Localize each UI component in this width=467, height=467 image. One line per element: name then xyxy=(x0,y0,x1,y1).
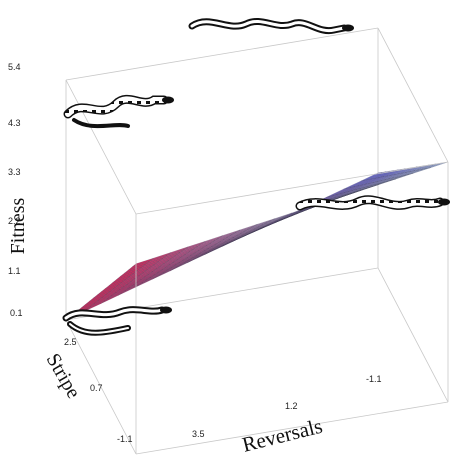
surface-patch xyxy=(85,293,107,305)
surface-patch xyxy=(339,187,362,197)
surface-patch xyxy=(343,180,365,190)
surface-patch xyxy=(112,272,135,283)
surface-patch xyxy=(376,169,398,179)
surface-patch xyxy=(204,244,227,255)
surface-patch xyxy=(198,246,221,257)
surface-patch xyxy=(135,268,158,279)
surface-patch xyxy=(139,274,161,285)
surface-patch xyxy=(360,172,383,182)
surface-patch xyxy=(393,170,416,178)
y-axis-ticks: 2.5 0.7 -1.1 xyxy=(64,337,133,444)
surface-patch xyxy=(108,287,130,299)
surface-patch xyxy=(177,249,200,260)
snake-icon xyxy=(62,306,172,336)
surface-patch xyxy=(118,274,140,286)
surface-patch xyxy=(357,184,379,192)
x-tick-label: 3.5 xyxy=(192,429,205,439)
x-tick-label: 1.2 xyxy=(285,401,298,411)
box-edge xyxy=(135,401,449,455)
fitness-surface xyxy=(65,161,449,321)
surface-patch xyxy=(156,266,178,277)
surface-patch xyxy=(370,179,393,188)
bounding-box-back xyxy=(65,27,449,403)
surface-patch xyxy=(329,187,352,197)
snake-icon xyxy=(295,195,450,211)
box-edge xyxy=(135,161,449,215)
surface-patch xyxy=(374,178,397,187)
surface-patch xyxy=(353,181,375,191)
box-edge xyxy=(377,27,449,163)
surface-patch xyxy=(179,252,202,263)
snake-icon xyxy=(188,17,354,35)
surface-patch xyxy=(247,223,269,233)
surface-patch xyxy=(158,261,181,273)
surface-patch xyxy=(81,296,103,308)
surface-patch xyxy=(147,260,169,270)
x-tick-label: -1.1 xyxy=(366,374,382,384)
surface-patch xyxy=(195,243,217,253)
surface-patch xyxy=(362,176,385,186)
surface-patch xyxy=(345,183,367,193)
z-axis-label: Fitness xyxy=(7,197,29,254)
surface-patch xyxy=(351,184,373,194)
y-tick-label: 2.5 xyxy=(64,337,77,347)
box-edge xyxy=(65,319,137,455)
y-tick-label: 0.7 xyxy=(90,383,103,393)
surface-patch xyxy=(216,238,238,249)
surface-patch xyxy=(100,281,123,293)
surface-patch xyxy=(341,184,363,194)
surface-patch xyxy=(193,240,216,250)
box-edge xyxy=(377,267,449,403)
bounding-box-front xyxy=(65,79,449,455)
surface-patch xyxy=(258,218,281,227)
box-edge xyxy=(65,79,137,215)
z-tick-label: 3.3 xyxy=(8,167,21,177)
surface-patch xyxy=(325,188,348,198)
surface-patch xyxy=(93,287,115,299)
z-tick-label: 2.2 xyxy=(8,216,21,226)
surface-patch xyxy=(232,226,254,235)
surface-patch xyxy=(243,225,265,235)
y-axis-label: Stripe xyxy=(42,350,85,402)
surface-patch xyxy=(360,180,383,189)
z-tick-label: 0.1 xyxy=(10,308,23,318)
z-tick-label: 1.1 xyxy=(8,266,21,276)
surface-patch xyxy=(154,254,177,265)
z-tick-label: 5.4 xyxy=(8,62,21,72)
surface-patch xyxy=(135,276,157,288)
surface-patch xyxy=(212,240,234,251)
snake-icon xyxy=(63,94,174,129)
surface-patch xyxy=(87,297,109,310)
z-axis-ticks: 0.1 1.1 2.2 3.3 4.3 5.4 xyxy=(8,62,23,318)
x-axis-ticks: 3.5 1.2 -1.1 xyxy=(192,374,382,439)
surface-patch xyxy=(106,283,129,295)
surface-patch xyxy=(372,177,394,186)
y-tick-label: -1.1 xyxy=(117,434,133,444)
surface-patch xyxy=(349,182,371,192)
surface-patch xyxy=(131,257,154,268)
box-edge xyxy=(65,27,379,81)
x-axis-label: Reversals xyxy=(240,414,325,457)
z-tick-label: 4.3 xyxy=(8,118,21,128)
